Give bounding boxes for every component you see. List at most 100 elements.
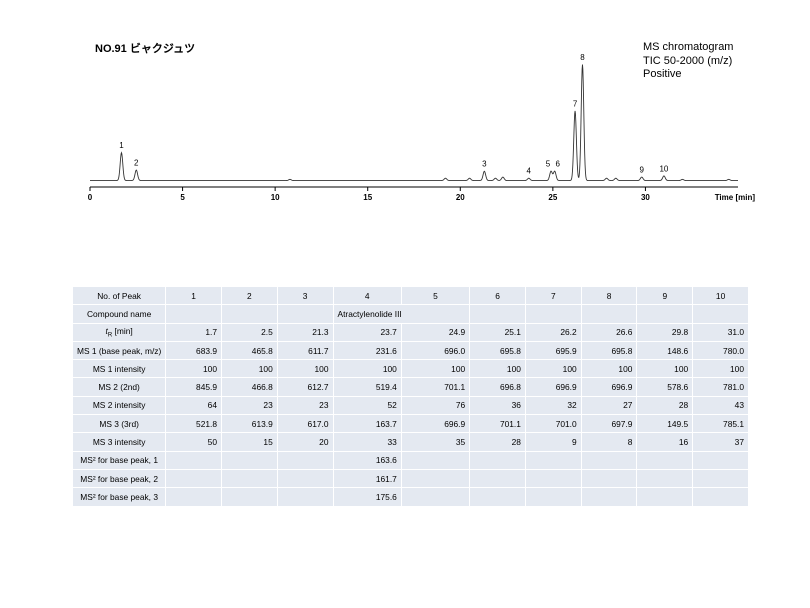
row-label: MS 1 intensity	[73, 360, 166, 378]
peak-table: No. of Peak 1 2 3 4 5 6 7 8 9 10 Compound name Atrac…	[72, 286, 749, 507]
compound-name-cell	[637, 305, 693, 323]
ms1-value-cell: 683.9	[166, 341, 221, 360]
ms1-value-cell: 695.8	[581, 341, 637, 360]
ms2-value-cell: 519.4	[333, 378, 401, 396]
table-row: No. of Peak 1 2 3 4 5 6 7 8 9 10	[73, 287, 748, 305]
ms1-value-cell: 148.6	[637, 341, 693, 360]
peak-label: 2	[134, 159, 139, 168]
ms2-value-cell: 578.6	[637, 378, 693, 396]
msms-3-value-cell	[222, 488, 277, 506]
msms-2-value-cell	[470, 469, 525, 488]
ms3-intensity-cell: 20	[277, 433, 333, 451]
msms-3-value-cell	[637, 488, 693, 506]
ms2-intensity-cell: 64	[166, 396, 221, 415]
ms1-value-cell: 611.7	[277, 341, 333, 360]
ms1-intensity-cell: 100	[693, 360, 748, 378]
msms-1-value-cell	[470, 451, 525, 469]
msms-1-value-cell	[277, 451, 333, 469]
msms-2-value-cell	[222, 469, 277, 488]
ms3-intensity-cell: 50	[166, 433, 221, 451]
ms3-value-cell: 149.5	[637, 415, 693, 433]
row-label: tR [min]	[73, 323, 166, 341]
ms1-intensity-cell: 100	[222, 360, 277, 378]
peak-number-cell: 3	[277, 287, 333, 305]
chromatogram-trace	[90, 64, 738, 181]
peak-labels: 1 2 3 4 5 6 7 8 9 10	[119, 53, 669, 176]
ms1-intensity-cell: 100	[277, 360, 333, 378]
msms-2-value-cell	[401, 469, 470, 488]
x-tick-label: 30	[641, 193, 650, 202]
ms2-intensity-cell: 76	[401, 396, 470, 415]
compound-name-cell	[277, 305, 333, 323]
msms-2-value-cell	[525, 469, 581, 488]
ms3-value-cell: 613.9	[222, 415, 277, 433]
row-label: Compound name	[73, 305, 166, 323]
ms2-value-cell: 612.7	[277, 378, 333, 396]
x-tick-label: 25	[548, 193, 557, 202]
peak-label: 5	[546, 160, 551, 169]
ms3-intensity-cell: 28	[470, 433, 525, 451]
chromatogram-axis: 0 5 10 15 20 25 30 Time [min]	[88, 186, 756, 202]
ms1-intensity-cell: 100	[401, 360, 470, 378]
x-axis-label: Time [min]	[715, 193, 756, 202]
row-label: MS² for base peak, 3	[73, 488, 166, 506]
ms2-intensity-cell: 28	[637, 396, 693, 415]
ms2-value-cell: 466.8	[222, 378, 277, 396]
x-tick-label: 20	[456, 193, 465, 202]
peak-number-cell: 7	[525, 287, 581, 305]
retention-time-cell: 24.9	[401, 323, 470, 341]
ms3-intensity-cell: 15	[222, 433, 277, 451]
compound-name-cell	[222, 305, 277, 323]
msms-1-value-cell	[401, 451, 470, 469]
msms-1-value-cell: 163.6	[333, 451, 401, 469]
ms3-value-cell: 785.1	[693, 415, 748, 433]
ms1-value-cell: 780.0	[693, 341, 748, 360]
ms3-value-cell: 696.9	[401, 415, 470, 433]
msms-2-value-cell	[693, 469, 748, 488]
compound-name-cell	[693, 305, 748, 323]
ms3-intensity-cell: 37	[693, 433, 748, 451]
table-row: MS 3 intensity 50 15 20 33 35 28 9 8 16 37	[73, 433, 748, 451]
msms-3-value-cell	[693, 488, 748, 506]
ms3-value-cell: 701.1	[470, 415, 525, 433]
ms2-intensity-cell: 23	[222, 396, 277, 415]
retention-time-cell: 26.2	[525, 323, 581, 341]
ms3-intensity-cell: 35	[401, 433, 470, 451]
msms-1-value-cell	[581, 451, 637, 469]
ms2-value-cell: 696.9	[581, 378, 637, 396]
ms2-value-cell: 696.9	[525, 378, 581, 396]
retention-time-cell: 23.7	[333, 323, 401, 341]
row-label: MS 2 (2nd)	[73, 378, 166, 396]
peak-label: 3	[482, 160, 487, 169]
msms-2-value-cell	[581, 469, 637, 488]
peak-number-cell: 6	[470, 287, 525, 305]
table-row: MS² for base peak, 3 175.6	[73, 488, 748, 506]
retention-time-cell: 1.7	[166, 323, 221, 341]
retention-time-cell: 25.1	[470, 323, 525, 341]
table-row: MS² for base peak, 2 161.7	[73, 469, 748, 488]
msms-1-value-cell	[166, 451, 221, 469]
table-row: MS 1 (base peak, m/z) 683.9 465.8 611.7 231.…	[73, 341, 748, 360]
ms3-intensity-cell: 33	[333, 433, 401, 451]
msms-1-value-cell	[693, 451, 748, 469]
compound-name-cell	[581, 305, 637, 323]
ms2-intensity-cell: 23	[277, 396, 333, 415]
ms1-intensity-cell: 100	[637, 360, 693, 378]
compound-name-cell	[525, 305, 581, 323]
peak-label: 1	[119, 141, 124, 150]
peak-label: 4	[527, 167, 532, 176]
msms-2-value-cell	[637, 469, 693, 488]
info-line-range: TIC 50-2000 (m/z)	[643, 54, 733, 67]
msms-3-value-cell	[525, 488, 581, 506]
retention-time-cell: 21.3	[277, 323, 333, 341]
ms1-value-cell: 695.9	[525, 341, 581, 360]
ms3-value-cell: 617.0	[277, 415, 333, 433]
msms-3-value-cell	[581, 488, 637, 506]
peak-number-cell: 10	[693, 287, 748, 305]
msms-1-value-cell	[525, 451, 581, 469]
chromatogram-trace-layer	[90, 64, 738, 181]
ms3-value-cell: 701.0	[525, 415, 581, 433]
peak-number-cell: 9	[637, 287, 693, 305]
peak-label: 8	[580, 53, 585, 62]
